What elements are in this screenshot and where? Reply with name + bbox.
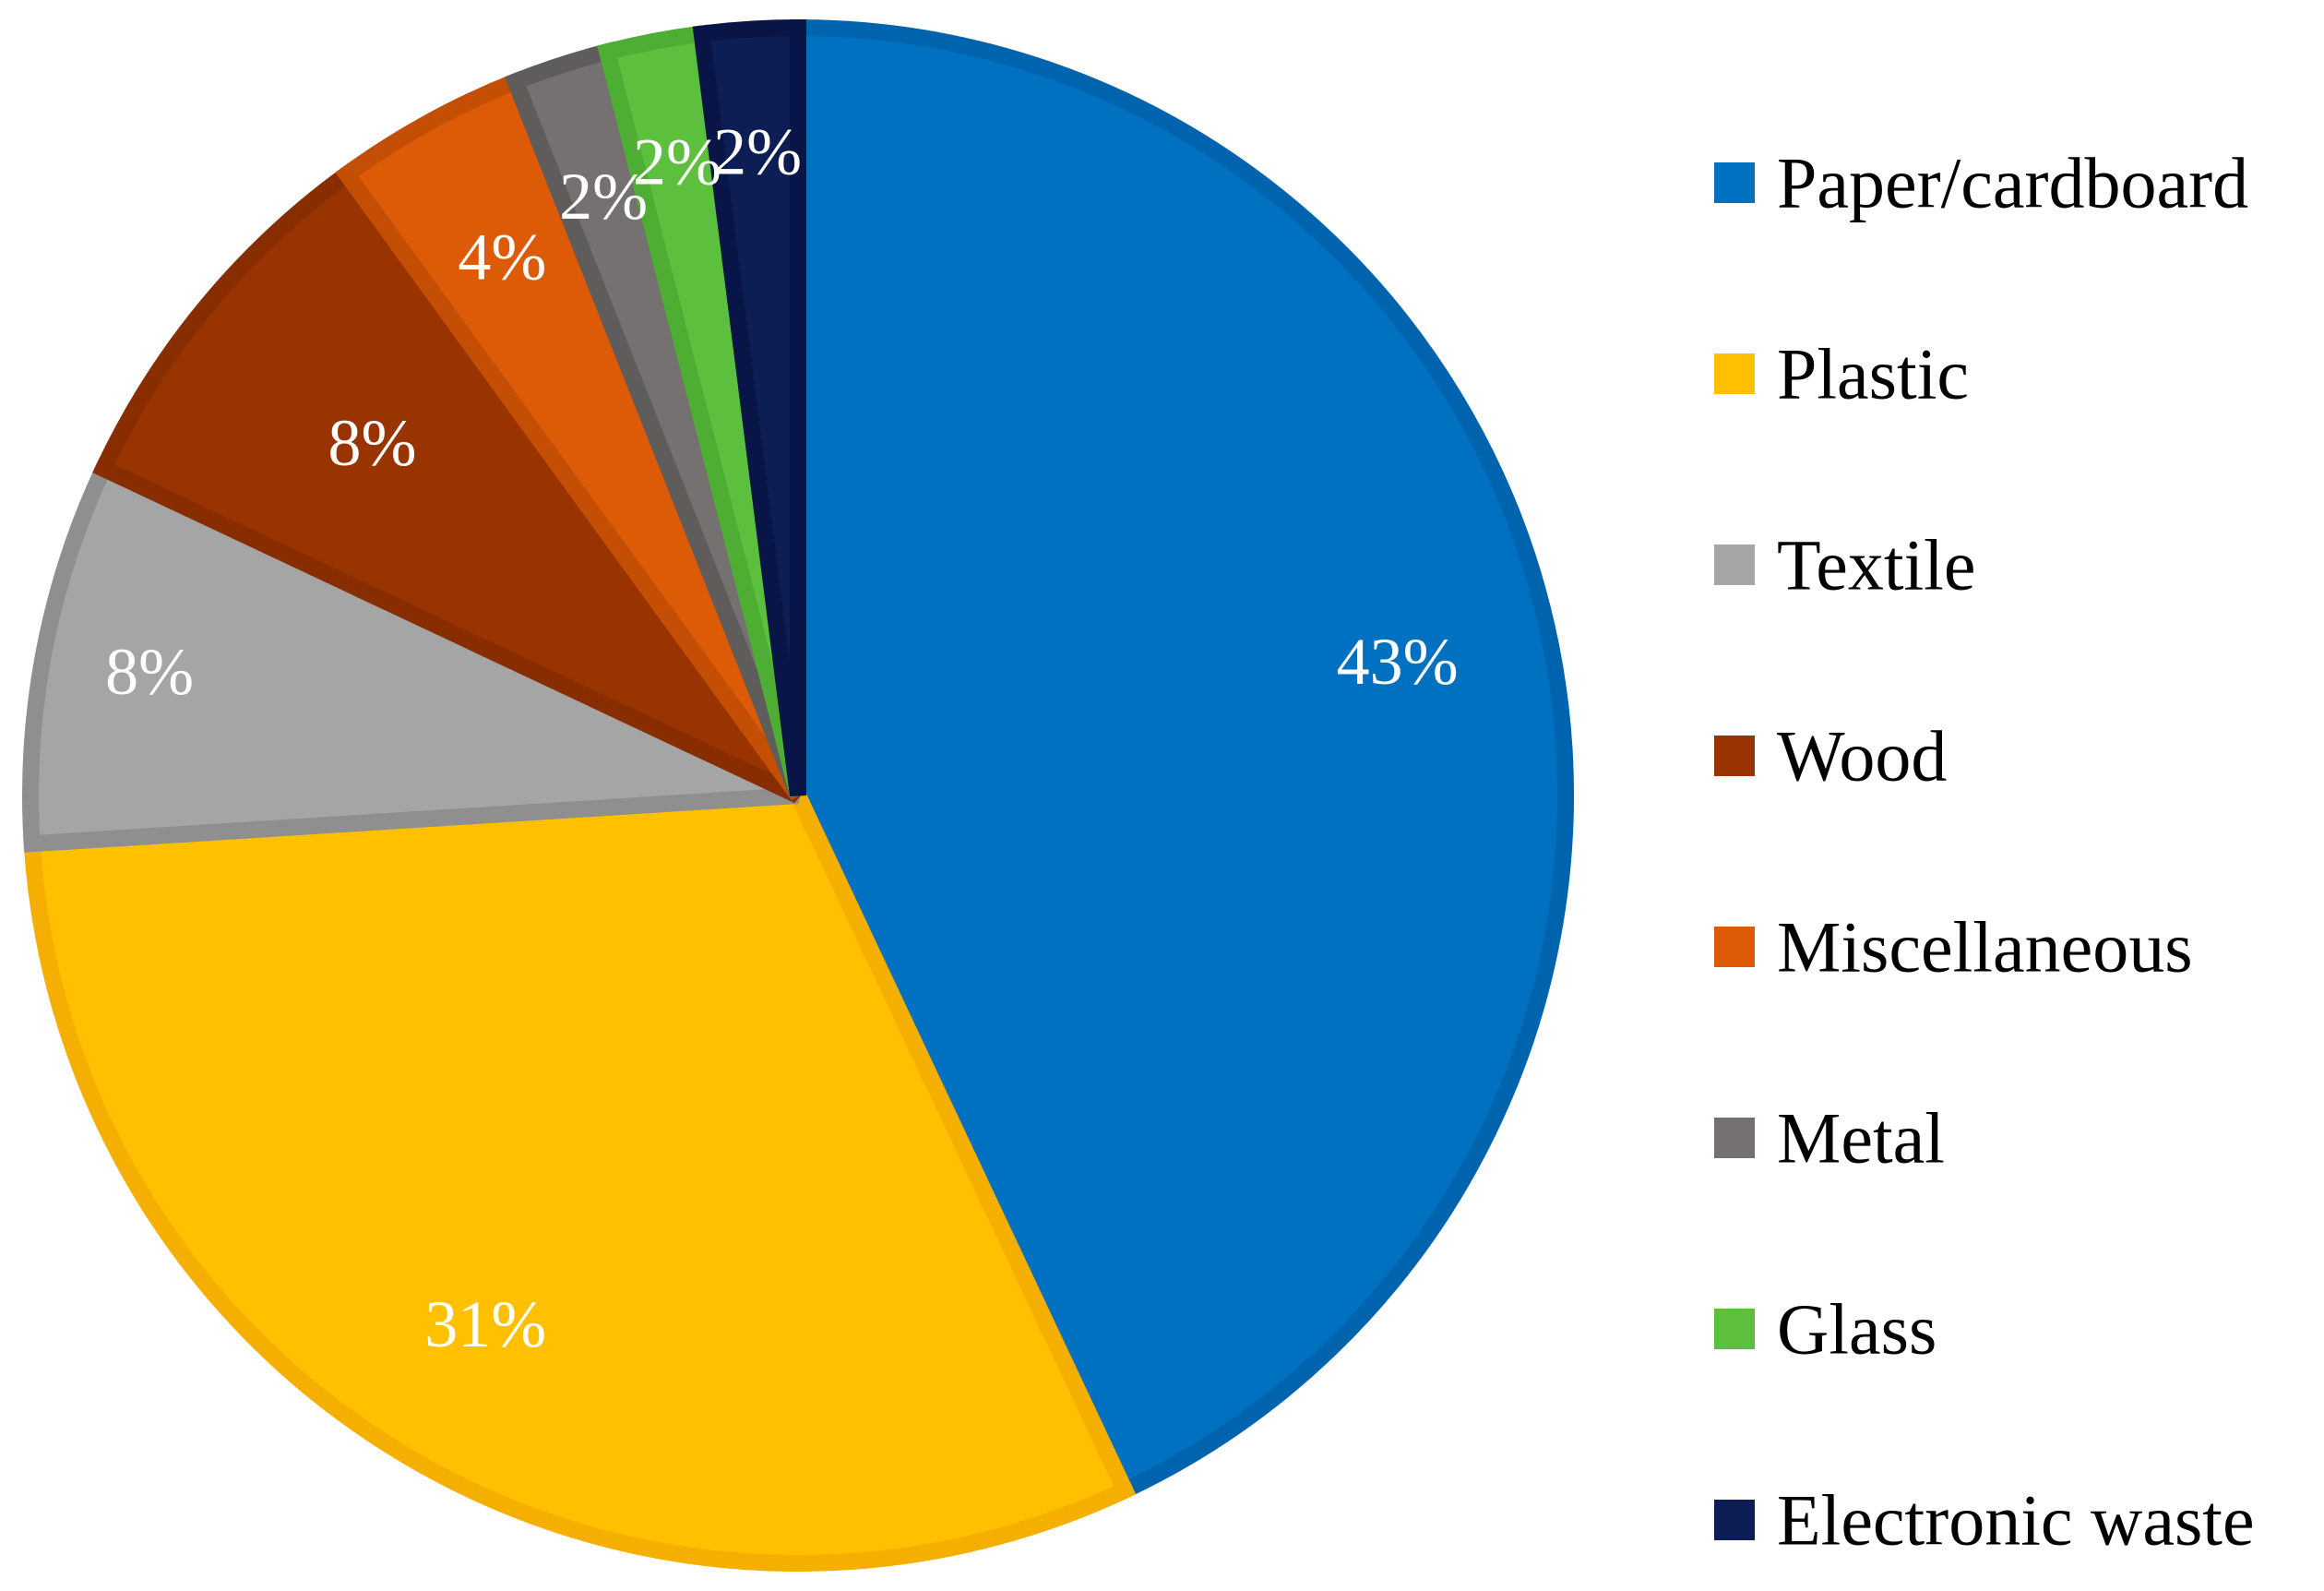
data-label-electronic-waste: 2%: [713, 114, 802, 188]
data-label-plastic: 31%: [424, 1287, 546, 1361]
legend-label-wood: Wood: [1777, 716, 1947, 796]
legend-label-textile: Textile: [1777, 525, 1975, 605]
data-label-metal: 2%: [559, 160, 648, 233]
legend-item-miscellaneous: Miscellaneous: [1714, 907, 2193, 987]
data-label-glass: 2%: [633, 125, 721, 198]
pie-data-labels: 43%31%8%8%4%2%2%2%: [105, 114, 1458, 1360]
legend-item-glass: Glass: [1714, 1289, 1937, 1370]
data-label-wood: 8%: [328, 406, 416, 480]
legend-label-glass: Glass: [1777, 1289, 1937, 1370]
legend-label-paper-cardboard: Paper/cardboard: [1777, 143, 2248, 223]
legend-swatch-glass: [1714, 1309, 1755, 1349]
data-label-textile: 8%: [105, 635, 194, 709]
legend-item-electronic-waste: Electronic waste: [1714, 1480, 2255, 1561]
legend-swatch-electronic-waste: [1714, 1500, 1755, 1540]
pie-slices: [22, 18, 1574, 1572]
legend-label-plastic: Plastic: [1777, 334, 1969, 414]
legend: Paper/cardboard Plastic Textile Wood Miscell…: [1714, 143, 2255, 1561]
legend-item-paper-cardboard: Paper/cardboard: [1714, 143, 2248, 223]
pie-slice-paper-cardboard: [790, 18, 1574, 1501]
legend-label-metal: Metal: [1777, 1098, 1945, 1178]
pie-slice-textile: [22, 457, 802, 853]
legend-swatch-metal: [1714, 1118, 1755, 1158]
pie-slice-electronic-waste: [692, 18, 806, 797]
legend-swatch-miscellaneous: [1714, 927, 1755, 967]
legend-swatch-wood: [1714, 736, 1755, 776]
legend-item-plastic: Plastic: [1714, 334, 1969, 414]
pie-slice-wood: [92, 162, 805, 804]
legend-swatch-textile: [1714, 544, 1755, 585]
legend-swatch-plastic: [1714, 353, 1755, 394]
legend-item-textile: Textile: [1714, 525, 1975, 605]
legend-label-electronic-waste: Electronic waste: [1777, 1480, 2255, 1561]
legend-label-miscellaneous: Miscellaneous: [1777, 907, 2193, 987]
legend-item-wood: Wood: [1714, 716, 1947, 796]
data-label-paper-cardboard: 43%: [1337, 625, 1459, 699]
pie-slice-plastic: [23, 786, 1137, 1572]
legend-item-metal: Metal: [1714, 1098, 1945, 1178]
data-label-miscellaneous: 4%: [458, 221, 546, 294]
legend-swatch-paper-cardboard: [1714, 162, 1755, 203]
